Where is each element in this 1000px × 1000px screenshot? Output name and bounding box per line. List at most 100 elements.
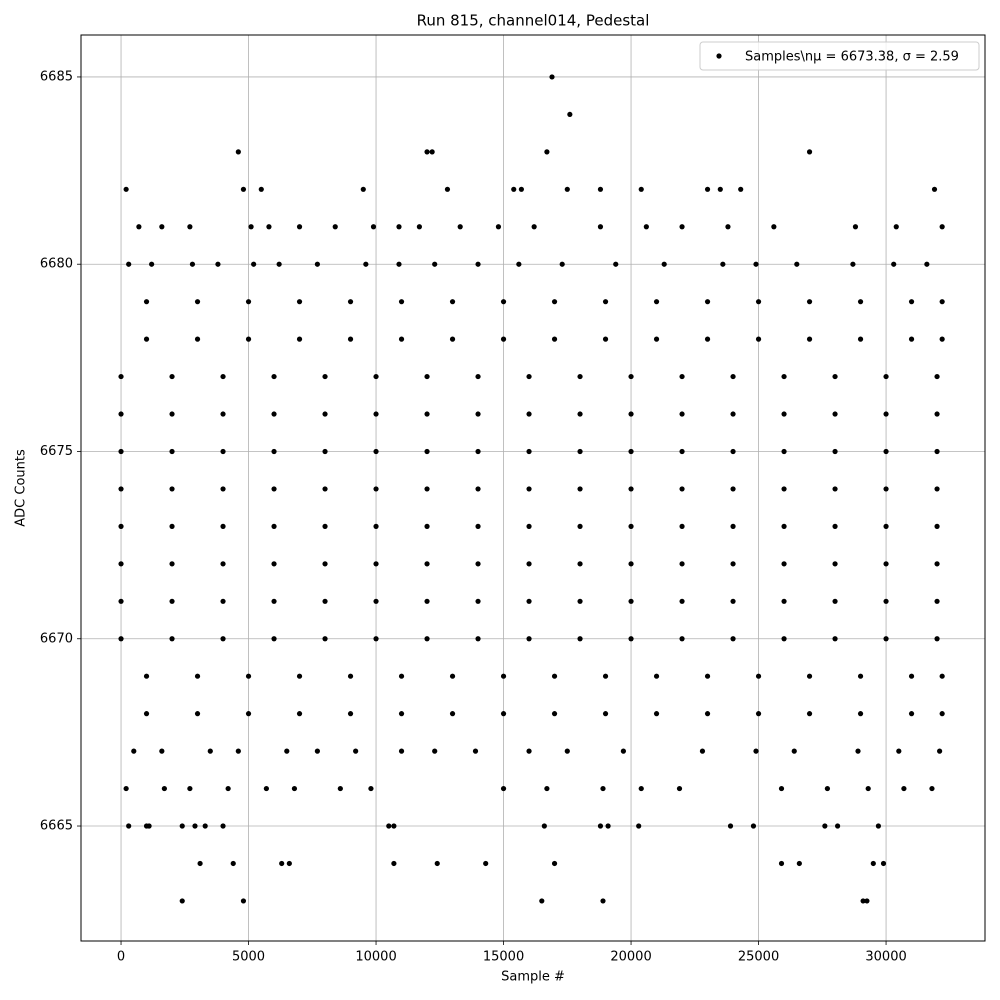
point: [753, 261, 759, 267]
point: [391, 823, 397, 829]
point: [901, 785, 907, 792]
point: [544, 149, 550, 155]
x-tick-label: 25000: [738, 950, 779, 965]
point: [146, 823, 152, 829]
point: [661, 261, 667, 267]
point: [628, 486, 634, 492]
x-tick-label: 0: [117, 950, 125, 965]
point: [363, 261, 369, 267]
point: [934, 598, 940, 604]
point: [220, 561, 226, 567]
point: [934, 373, 940, 380]
point: [526, 373, 532, 380]
point: [118, 486, 124, 492]
point: [653, 299, 660, 305]
point: [613, 261, 619, 267]
point: [832, 486, 838, 492]
point: [511, 186, 517, 192]
point: [475, 561, 481, 567]
point: [370, 224, 377, 230]
point: [577, 373, 583, 380]
point: [143, 336, 150, 342]
point: [643, 224, 649, 230]
point: [924, 261, 930, 267]
point: [230, 860, 236, 867]
point: [679, 486, 685, 492]
point: [194, 336, 201, 342]
point: [322, 373, 328, 380]
point: [883, 486, 889, 492]
point: [934, 636, 940, 642]
point: [220, 448, 226, 455]
point: [806, 673, 813, 679]
point: [875, 823, 882, 829]
point: [781, 486, 787, 492]
point: [424, 448, 430, 455]
point: [934, 523, 940, 529]
point: [424, 523, 430, 529]
point: [322, 448, 328, 455]
point: [251, 261, 257, 267]
point: [577, 486, 583, 492]
point: [704, 299, 711, 305]
point: [475, 261, 481, 267]
point: [730, 598, 736, 604]
point: [169, 486, 175, 492]
point: [475, 448, 481, 455]
point: [934, 486, 940, 492]
point: [796, 860, 802, 867]
point: [931, 186, 938, 192]
point: [577, 561, 583, 567]
point: [516, 261, 522, 267]
point: [207, 748, 213, 754]
point: [220, 598, 226, 604]
point: [628, 598, 634, 604]
y-tick-label: 6685: [40, 69, 73, 84]
point: [398, 748, 405, 754]
point: [891, 261, 897, 267]
point: [444, 186, 451, 192]
point: [500, 299, 507, 305]
point: [883, 523, 889, 529]
point: [424, 598, 430, 604]
point: [118, 448, 124, 455]
point: [551, 673, 558, 679]
point: [271, 598, 277, 604]
point: [424, 411, 430, 417]
point: [475, 636, 481, 642]
point: [602, 673, 609, 679]
point: [727, 823, 734, 829]
point: [179, 898, 185, 904]
point: [332, 224, 338, 230]
point: [806, 149, 813, 155]
point: [240, 898, 247, 904]
point: [118, 561, 124, 567]
point: [600, 785, 606, 792]
point: [245, 336, 252, 342]
point: [865, 785, 871, 792]
point: [126, 823, 132, 829]
point: [832, 411, 838, 417]
point: [564, 748, 570, 754]
point: [240, 186, 247, 192]
point: [857, 711, 864, 717]
point: [628, 411, 634, 417]
point: [544, 785, 550, 792]
point: [373, 411, 379, 417]
point: [245, 673, 252, 679]
point: [429, 149, 435, 155]
point: [602, 299, 609, 305]
point: [500, 785, 507, 792]
point: [161, 785, 167, 792]
point: [832, 636, 838, 642]
plot-frame: [80, 34, 986, 942]
point: [832, 523, 838, 529]
point: [730, 636, 736, 642]
point: [475, 598, 481, 604]
point: [771, 224, 777, 230]
point: [835, 823, 841, 829]
point: [717, 186, 723, 192]
point: [434, 860, 440, 867]
point: [518, 186, 524, 192]
point: [679, 411, 685, 417]
